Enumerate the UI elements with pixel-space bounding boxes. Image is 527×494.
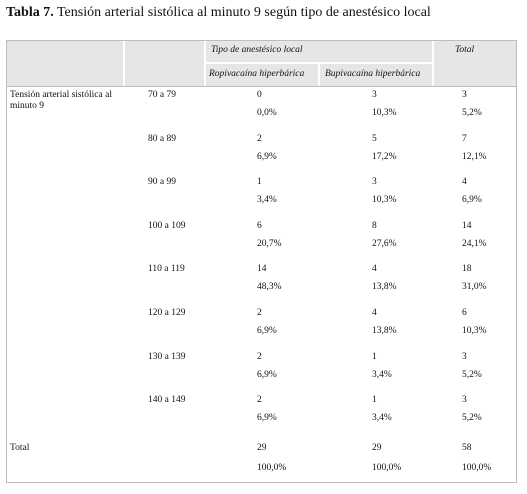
range-label: 90 a 99: [148, 177, 176, 188]
header-col1-label: Ropivacaína hiperbárica: [209, 69, 305, 79]
count-cell: 2: [257, 133, 262, 144]
count-cell: 1: [372, 351, 377, 362]
range-label: 100 a 109: [148, 220, 186, 231]
percent-cell: 5,2%: [462, 413, 482, 424]
range-label: 110 a 119: [148, 264, 185, 275]
percent-cell: 6,9%: [257, 326, 277, 336]
count-cell: 2: [257, 308, 262, 318]
header-bottom-border: [6, 86, 517, 87]
percent-cell: 10,3%: [372, 195, 397, 206]
range-label: 140 a 149: [148, 395, 186, 406]
count-cell: 2: [257, 395, 262, 406]
count-cell: 8: [372, 220, 377, 231]
header-cell-blank-2: [125, 41, 204, 86]
count-cell: 3: [372, 90, 377, 100]
total-percent-cell: 100,0%: [257, 463, 287, 473]
count-cell: 6: [462, 308, 467, 318]
percent-cell: 10,3%: [372, 108, 397, 118]
count-cell: 5: [372, 133, 377, 144]
total-count-cell: 29: [257, 443, 267, 453]
range-label: 130 a 139: [148, 351, 186, 362]
percent-cell: 6,9%: [257, 413, 277, 424]
count-cell: 14: [462, 220, 472, 231]
percent-cell: 48,3%: [257, 282, 282, 293]
header-cell-total: [434, 41, 516, 86]
percent-cell: 13,8%: [372, 282, 397, 293]
percent-cell: 6,9%: [257, 369, 277, 380]
table-title: Tabla 7. Tensión arterial sistólica al m…: [6, 5, 431, 21]
header-group-label: Tipo de anestésico local: [211, 45, 303, 55]
total-percent-cell: 100,0%: [462, 463, 492, 473]
table-bottom-border: [6, 482, 517, 483]
table-caption: Tensión arterial sistólica al minuto 9 s…: [56, 5, 431, 20]
table-right-border: [516, 40, 517, 483]
percent-cell: 6,9%: [257, 151, 277, 162]
table-top-border: [6, 40, 517, 41]
table-number: Tabla 7.: [6, 5, 54, 20]
percent-cell: 6,9%: [462, 195, 482, 206]
count-cell: 14: [257, 264, 267, 275]
count-cell: 4: [462, 177, 467, 188]
count-cell: 18: [462, 264, 472, 275]
percent-cell: 12,1%: [462, 151, 487, 162]
percent-cell: 5,2%: [462, 108, 482, 118]
percent-cell: 3,4%: [372, 369, 392, 380]
count-cell: 3: [372, 177, 377, 188]
header-col2-label: Bupivacaína hiperbárica: [325, 69, 421, 79]
count-cell: 3: [462, 395, 467, 406]
percent-cell: 3,4%: [372, 413, 392, 424]
percent-cell: 0,0%: [257, 108, 277, 118]
count-cell: 1: [257, 177, 262, 188]
header-cell-col1: [206, 64, 318, 86]
header-cell-blank-1: [7, 41, 123, 86]
header-cell-group: [206, 41, 432, 62]
total-row-label: Total: [10, 443, 30, 453]
count-cell: 7: [462, 133, 467, 144]
total-count-cell: 29: [372, 443, 382, 453]
range-label: 120 a 129: [148, 308, 186, 318]
percent-cell: 31,0%: [462, 282, 487, 293]
count-cell: 3: [462, 351, 467, 362]
range-label: 80 a 89: [148, 133, 176, 144]
count-cell: 2: [257, 351, 262, 362]
row-variable-label: Tensión arterial sistólica al minuto 9: [10, 90, 112, 111]
count-cell: 4: [372, 264, 377, 275]
percent-cell: 10,3%: [462, 326, 487, 336]
count-cell: 4: [372, 308, 377, 318]
percent-cell: 20,7%: [257, 238, 282, 249]
percent-cell: 3,4%: [257, 195, 277, 206]
count-cell: 3: [462, 90, 467, 100]
percent-cell: 27,6%: [372, 238, 397, 249]
percent-cell: 13,8%: [372, 326, 397, 336]
range-label: 70 a 79: [148, 90, 176, 100]
count-cell: 0: [257, 90, 262, 100]
percent-cell: 17,2%: [372, 151, 397, 162]
percent-cell: 24,1%: [462, 238, 487, 249]
total-count-cell: 58: [462, 443, 472, 453]
table-left-border: [6, 40, 7, 483]
count-cell: 6: [257, 220, 262, 231]
header-cell-col2: [320, 64, 432, 86]
header-total-label: Total: [455, 45, 475, 55]
count-cell: 1: [372, 395, 377, 406]
percent-cell: 5,2%: [462, 369, 482, 380]
total-percent-cell: 100,0%: [372, 463, 402, 473]
